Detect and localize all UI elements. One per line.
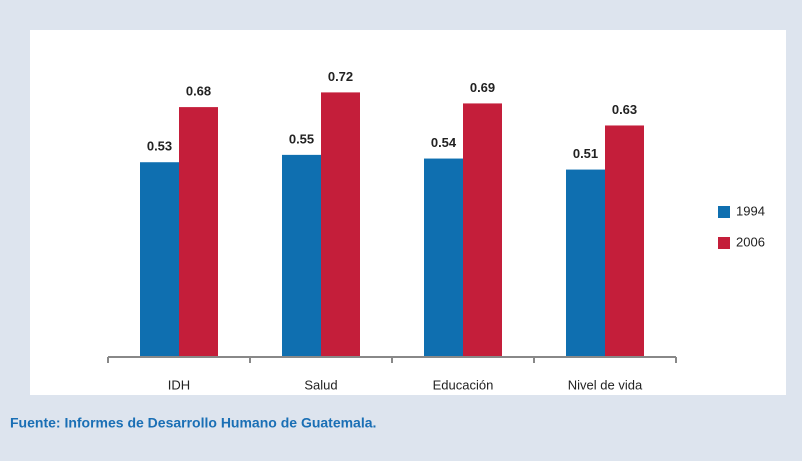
legend-swatch: [718, 237, 730, 249]
legend-label: 1994: [736, 203, 765, 218]
source-note: Fuente: Informes de Desarrollo Humano de…: [10, 415, 376, 431]
bar: [463, 103, 502, 357]
value-label: 0.68: [186, 84, 211, 99]
bar: [605, 125, 644, 357]
value-label: 0.72: [328, 69, 353, 84]
x-tick-label: Educación: [433, 377, 494, 392]
value-label: 0.51: [573, 146, 598, 161]
value-label: 0.55: [289, 131, 314, 146]
bar: [321, 92, 360, 358]
value-label: 0.54: [431, 135, 457, 150]
x-tick-label: Nivel de vida: [568, 377, 643, 392]
bar: [566, 169, 605, 357]
bar: [179, 107, 218, 357]
bar: [424, 158, 463, 357]
value-label: 0.63: [612, 102, 637, 117]
value-label: 0.69: [470, 80, 495, 95]
x-tick-label: Salud: [304, 377, 337, 392]
bar: [282, 154, 321, 357]
legend-label: 2006: [736, 234, 765, 249]
x-tick-label: IDH: [168, 377, 190, 392]
value-label: 0.53: [147, 139, 172, 154]
bar: [140, 162, 179, 357]
legend-swatch: [718, 206, 730, 218]
